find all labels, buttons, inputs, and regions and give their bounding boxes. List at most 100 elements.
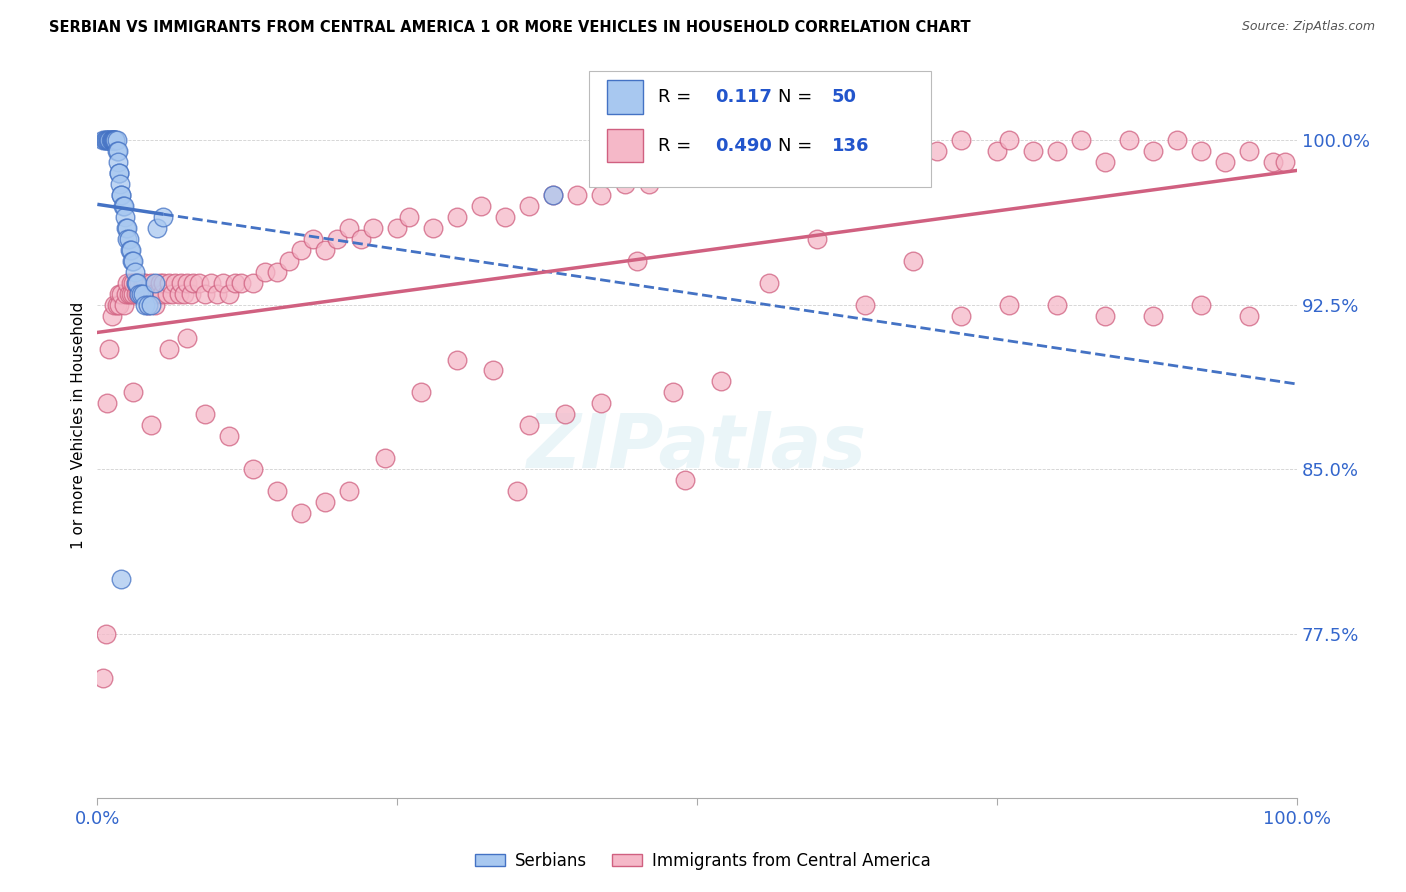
Point: [567, 188, 589, 202]
Point: [129, 286, 152, 301]
Point: [141, 298, 163, 312]
Point: [361, 221, 384, 235]
Point: [290, 506, 312, 520]
Point: [132, 276, 155, 290]
Point: [110, 572, 132, 586]
Point: [120, 286, 142, 301]
Point: [1046, 298, 1069, 312]
Point: [176, 276, 198, 290]
Point: [1118, 133, 1140, 147]
Point: [134, 298, 156, 312]
Point: [830, 144, 852, 158]
Point: [1094, 309, 1116, 323]
Point: [112, 298, 135, 312]
Text: 0.490: 0.490: [716, 136, 772, 154]
Point: [411, 385, 433, 400]
Point: [180, 286, 202, 301]
Point: [132, 286, 155, 301]
Point: [110, 286, 132, 301]
Point: [1189, 298, 1212, 312]
Point: [517, 199, 540, 213]
Point: [188, 276, 211, 290]
Point: [927, 144, 949, 158]
Text: N =: N =: [778, 88, 811, 106]
Point: [554, 407, 576, 421]
Point: [337, 221, 360, 235]
Point: [120, 243, 142, 257]
Point: [254, 265, 277, 279]
Point: [115, 221, 138, 235]
Point: [167, 286, 190, 301]
Point: [541, 188, 564, 202]
Point: [290, 243, 312, 257]
Point: [98, 133, 121, 147]
Point: [673, 473, 696, 487]
Point: [157, 276, 180, 290]
Point: [129, 286, 152, 301]
Point: [156, 286, 179, 301]
Point: [591, 396, 613, 410]
Point: [1237, 309, 1260, 323]
Point: [100, 309, 122, 323]
Point: [806, 144, 828, 158]
Point: [108, 166, 131, 180]
Point: [494, 210, 516, 224]
Bar: [607, 129, 643, 162]
Point: [122, 253, 145, 268]
Point: [152, 276, 174, 290]
Point: [266, 484, 288, 499]
Point: [125, 276, 148, 290]
Point: [710, 375, 733, 389]
Point: [105, 133, 128, 147]
Point: [218, 429, 240, 443]
Point: [806, 232, 828, 246]
Point: [998, 298, 1021, 312]
Point: [98, 342, 121, 356]
Bar: [607, 80, 643, 114]
Point: [758, 144, 780, 158]
Point: [326, 232, 349, 246]
Point: [100, 133, 122, 147]
Point: [350, 232, 373, 246]
Point: [170, 276, 193, 290]
Text: ZIPatlas: ZIPatlas: [527, 411, 868, 484]
Point: [122, 385, 145, 400]
Point: [1142, 309, 1164, 323]
Point: [107, 155, 129, 169]
Text: R =: R =: [658, 136, 690, 154]
Point: [266, 265, 288, 279]
Point: [149, 276, 172, 290]
Point: [176, 330, 198, 344]
Point: [93, 133, 115, 147]
Point: [122, 286, 145, 301]
Point: [103, 298, 125, 312]
Point: [165, 276, 187, 290]
Point: [136, 298, 159, 312]
Point: [160, 286, 183, 301]
Point: [387, 221, 409, 235]
Point: [125, 286, 148, 301]
Point: [103, 133, 125, 147]
Point: [101, 133, 124, 147]
Point: [194, 407, 217, 421]
Point: [94, 626, 117, 640]
Point: [105, 144, 128, 158]
Point: [998, 133, 1021, 147]
Point: [157, 342, 180, 356]
Point: [117, 286, 139, 301]
Point: [758, 276, 780, 290]
Point: [218, 286, 240, 301]
Point: [1070, 133, 1092, 147]
Point: [853, 133, 876, 147]
Point: [662, 385, 685, 400]
Text: 50: 50: [831, 88, 856, 106]
Text: 0.117: 0.117: [716, 88, 772, 106]
Point: [98, 133, 121, 147]
Point: [104, 133, 127, 147]
Point: [782, 144, 804, 158]
Point: [200, 276, 222, 290]
Point: [901, 253, 924, 268]
Point: [747, 155, 769, 169]
Point: [150, 286, 173, 301]
Text: Source: ZipAtlas.com: Source: ZipAtlas.com: [1241, 20, 1375, 33]
